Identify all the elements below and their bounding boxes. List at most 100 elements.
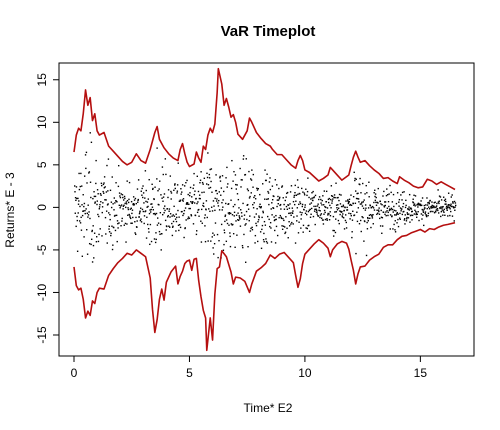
return-point: [199, 197, 201, 200]
y-axis-label: Returns* E - 3: [3, 172, 17, 248]
return-point: [265, 240, 268, 243]
return-point: [260, 206, 262, 209]
return-point: [181, 184, 184, 186]
return-point: [236, 234, 238, 236]
return-point: [255, 213, 257, 215]
return-point: [364, 193, 366, 195]
return-point: [293, 194, 296, 197]
return-point: [387, 214, 389, 217]
return-point: [417, 202, 420, 205]
return-point: [370, 206, 373, 209]
return-point: [396, 192, 399, 194]
return-point: [413, 203, 416, 205]
return-point: [252, 203, 254, 206]
return-point: [336, 209, 339, 211]
return-point: [300, 218, 302, 220]
return-point: [176, 190, 179, 192]
return-point: [366, 192, 368, 194]
return-point: [448, 206, 451, 209]
return-point: [348, 200, 350, 203]
return-point: [425, 215, 428, 218]
return-point: [185, 219, 187, 221]
return-point: [203, 205, 205, 208]
y-tick-label: 15: [35, 73, 49, 87]
return-point: [278, 187, 280, 190]
return-point: [336, 207, 338, 209]
return-point: [430, 210, 432, 213]
return-point: [435, 206, 437, 208]
return-point: [318, 198, 320, 201]
return-point: [247, 208, 250, 210]
return-point: [345, 227, 348, 229]
return-point: [247, 203, 249, 206]
return-point: [317, 203, 319, 205]
return-point: [76, 219, 79, 222]
return-point: [398, 205, 400, 207]
return-point: [191, 196, 193, 198]
return-point: [99, 193, 102, 195]
return-point: [202, 183, 204, 185]
return-point: [424, 211, 427, 213]
return-point: [309, 203, 311, 205]
return-point: [305, 210, 308, 212]
return-point: [349, 218, 351, 220]
return-point: [231, 159, 233, 162]
return-point: [348, 212, 350, 215]
return-point: [125, 201, 128, 203]
return-point: [82, 194, 84, 196]
return-point: [150, 208, 152, 211]
return-point: [134, 221, 136, 223]
return-point: [135, 202, 137, 205]
return-point: [154, 213, 157, 216]
return-point: [151, 183, 153, 186]
return-point: [252, 186, 254, 188]
return-point: [440, 210, 443, 213]
return-point: [161, 233, 163, 235]
return-points: [74, 132, 457, 263]
return-point: [369, 213, 372, 216]
return-point: [281, 225, 283, 227]
return-point: [149, 211, 152, 213]
return-point: [279, 204, 281, 207]
return-point: [109, 218, 111, 221]
return-point: [195, 233, 198, 236]
return-point: [218, 239, 220, 242]
return-point: [270, 227, 272, 229]
return-point: [212, 247, 214, 249]
return-point: [139, 219, 142, 222]
return-point: [237, 219, 240, 222]
return-point: [416, 213, 418, 216]
return-point: [224, 215, 226, 218]
return-point: [159, 233, 161, 236]
return-point: [217, 202, 219, 204]
return-point: [429, 199, 431, 202]
return-point: [229, 235, 231, 238]
return-point: [181, 210, 183, 213]
return-point: [226, 166, 228, 169]
return-point: [285, 196, 287, 198]
return-point: [423, 208, 425, 211]
return-point: [137, 201, 139, 203]
return-point: [102, 190, 104, 193]
return-point: [276, 184, 278, 186]
return-point: [373, 201, 375, 204]
return-point: [402, 202, 405, 205]
return-point: [313, 197, 315, 199]
return-point: [179, 200, 181, 203]
return-point: [94, 201, 96, 203]
return-point: [163, 212, 165, 214]
return-point: [441, 209, 443, 211]
return-point: [372, 223, 374, 225]
return-point: [416, 204, 418, 206]
return-point: [131, 212, 133, 215]
return-point: [364, 204, 367, 206]
return-point: [74, 212, 76, 214]
return-point: [362, 201, 365, 203]
return-point: [239, 225, 242, 227]
return-point: [213, 234, 216, 236]
return-point: [315, 208, 317, 210]
return-point: [213, 253, 215, 255]
return-point: [112, 203, 114, 205]
return-point: [236, 184, 238, 186]
return-point: [86, 229, 88, 231]
